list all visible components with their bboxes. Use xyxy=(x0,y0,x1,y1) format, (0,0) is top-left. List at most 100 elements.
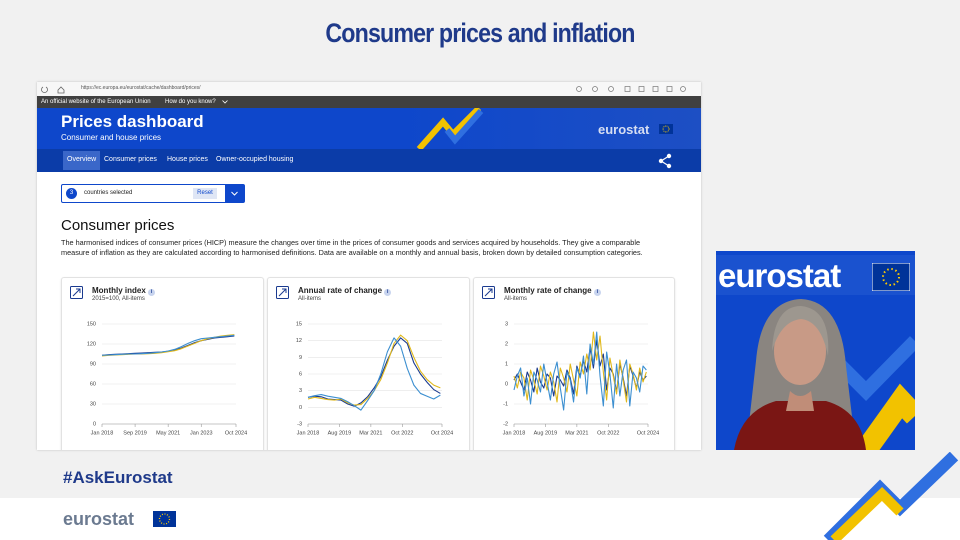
eu-flag xyxy=(872,263,910,291)
how-link[interactable]: How do you know? xyxy=(165,99,216,105)
y-tick-label: 12 xyxy=(296,338,302,344)
chart-subtitle: 2015=100, All-items xyxy=(92,296,145,302)
footer-band xyxy=(0,498,960,540)
x-tick-label: Mar 2021 xyxy=(565,430,588,436)
y-tick-label: -2 xyxy=(503,421,508,427)
count-badge: 3 xyxy=(66,188,77,199)
y-tick-label: 1 xyxy=(505,361,508,367)
footer-logo: eurostat xyxy=(63,509,135,529)
selector-label: countries selected xyxy=(84,190,133,196)
video-feed: eurostat xyxy=(716,251,915,450)
chart-subtitle: All-items xyxy=(504,296,528,302)
series-line xyxy=(307,334,441,406)
series-line xyxy=(307,337,441,407)
official-banner: An official website of the European Unio… xyxy=(37,96,701,108)
y-tick-label: 0 xyxy=(299,405,302,411)
chevron xyxy=(222,100,228,104)
series-line xyxy=(101,335,235,356)
y-tick-label: 6 xyxy=(299,371,302,377)
y-tick-label: 3 xyxy=(299,388,302,394)
chart: 0 30 60 90 120 150 Jan 2018 Sep 2019 May 2021 Jan… xyxy=(87,321,247,436)
dropdown-button[interactable] xyxy=(225,185,244,202)
info-icon[interactable]: i xyxy=(148,289,156,296)
chart-title: Monthly index xyxy=(92,286,146,295)
country-selector[interactable]: 3 countries selected Reset xyxy=(61,184,245,203)
y-tick-label: 3 xyxy=(505,321,508,327)
chart-card: Monthly index i 2015=100, All-items 0 30 6… xyxy=(61,277,264,450)
chart-title: Annual rate of change xyxy=(298,286,383,295)
series-line xyxy=(101,334,235,356)
card-icon xyxy=(70,286,83,299)
nav-active xyxy=(63,151,100,170)
video-logo: eurostat xyxy=(718,257,841,294)
toolbar-icons xyxy=(576,86,686,92)
y-tick-label: 0 xyxy=(93,421,96,427)
y-tick-label: 150 xyxy=(87,321,96,327)
card-icon xyxy=(276,286,289,299)
site-logo: eurostat xyxy=(598,122,650,137)
nav-item[interactable]: Overview xyxy=(67,156,97,163)
hashtag: #AskEurostat xyxy=(63,468,173,487)
x-tick-label: Mar 2021 xyxy=(359,430,382,436)
chart-subtitle: All-items xyxy=(298,296,322,302)
info-icon[interactable]: i xyxy=(593,289,601,296)
site-title: Prices dashboard xyxy=(61,112,204,131)
reset-button[interactable]: Reset xyxy=(193,188,217,199)
y-tick-label: -1 xyxy=(503,401,508,407)
browser-window: https://ec.europa.eu/eurostat/cache/dash… xyxy=(37,82,701,450)
chart: -3 0 3 6 9 12 15 Jan 2018 Aug 2019 Mar 2021 Oct 20… xyxy=(296,321,453,436)
series-line xyxy=(513,331,647,411)
card-icon xyxy=(482,286,495,299)
share-icon[interactable] xyxy=(657,153,673,169)
x-tick-label: Oct 2022 xyxy=(391,430,413,436)
x-tick-label: Oct 2024 xyxy=(637,430,659,436)
eu-flag xyxy=(153,511,176,527)
x-tick-label: Aug 2019 xyxy=(534,430,558,436)
y-tick-label: 60 xyxy=(90,381,96,387)
series-line xyxy=(513,331,647,403)
site-header: Prices dashboard Consumer and house pric… xyxy=(37,108,701,149)
y-tick-label: 9 xyxy=(299,355,302,361)
header-decoration xyxy=(416,108,484,149)
site-subtitle: Consumer and house prices xyxy=(61,133,162,142)
x-tick-label: Jan 2018 xyxy=(91,430,114,436)
y-tick-label: 90 xyxy=(90,361,96,367)
nav-item[interactable]: Consumer prices xyxy=(104,156,157,163)
section-title: Consumer prices xyxy=(61,217,175,234)
x-tick-label: Aug 2019 xyxy=(328,430,352,436)
series-line xyxy=(307,337,441,411)
info-icon[interactable]: i xyxy=(384,289,392,296)
y-tick-label: 0 xyxy=(505,381,508,387)
x-tick-label: May 2021 xyxy=(156,430,180,436)
y-tick-label: 120 xyxy=(87,341,96,347)
x-tick-label: Oct 2022 xyxy=(597,430,619,436)
chart-title: Monthly rate of change xyxy=(504,286,592,295)
footer-decoration xyxy=(823,452,959,540)
nav-item[interactable]: House prices xyxy=(167,156,208,163)
x-tick-label: Jan 2018 xyxy=(503,430,526,436)
y-tick-label: -3 xyxy=(297,421,302,427)
y-tick-label: 15 xyxy=(296,321,302,327)
x-tick-label: Oct 2024 xyxy=(431,430,453,436)
nav-icons[interactable] xyxy=(40,84,70,94)
slide-title: Consumer prices and inflation xyxy=(325,18,635,48)
x-tick-label: Oct 2024 xyxy=(225,430,247,436)
x-tick-label: Sep 2019 xyxy=(123,430,147,436)
series-line xyxy=(513,339,647,397)
y-tick-label: 2 xyxy=(505,341,508,347)
y-tick-label: 30 xyxy=(90,401,96,407)
chart-card: Annual rate of change i All-items -3 0 3 6 9… xyxy=(267,277,470,450)
x-tick-label: Jan 2018 xyxy=(297,430,320,436)
section-description: The harmonised indices of consumer price… xyxy=(61,238,643,257)
x-tick-label: Jan 2023 xyxy=(190,430,213,436)
chart: -2 -1 0 1 2 3 Jan 2018 Aug 2019 Mar 2021 Oct 2022… xyxy=(503,321,659,436)
nav-item[interactable]: Owner-occupied housing xyxy=(216,156,294,163)
official-text: An official website of the European Unio… xyxy=(41,99,151,105)
eu-flag xyxy=(659,124,673,134)
site-nav: Overview Consumer prices House prices Ow… xyxy=(37,149,701,172)
video-image xyxy=(734,299,915,450)
chart-card: Monthly rate of change i All-items -2 -1 0… xyxy=(473,277,675,450)
browser-toolbar: https://ec.europa.eu/eurostat/cache/dash… xyxy=(37,82,701,97)
url-bar[interactable]: https://ec.europa.eu/eurostat/cache/dash… xyxy=(81,85,201,91)
